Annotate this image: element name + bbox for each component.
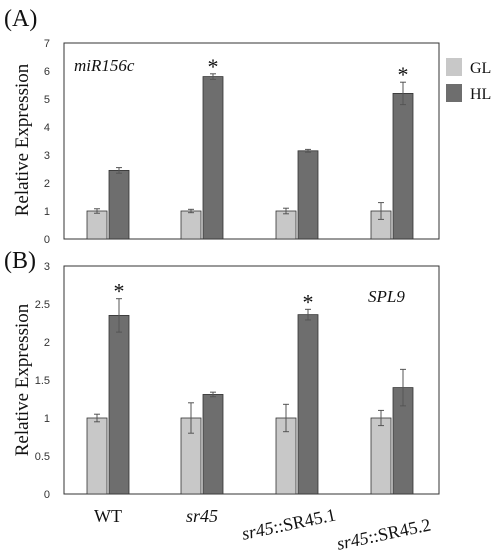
legend-label-gl: GL [470, 60, 491, 77]
panel-a-bar-hl [202, 76, 224, 240]
panel-b-bar-hl [202, 394, 224, 495]
category-label: sr45::SR45.1 [240, 504, 338, 543]
panel-a-ytick-label: 1 [44, 206, 50, 218]
panel-a-significance-star: * [398, 62, 409, 87]
panel-b-ytick-label: 2.5 [35, 299, 50, 311]
panel-b-bar-hl [297, 314, 319, 495]
panel-b-ytick-label: 2 [44, 337, 50, 349]
legend-label-hl: HL [470, 86, 491, 103]
panel-a-ytick-label: 7 [44, 38, 50, 50]
panel-a-bar-hl [392, 93, 414, 240]
panel-a-marks: 0 1 2 3 4 5 6 7 * * [44, 38, 414, 246]
category-label: WT [94, 506, 122, 526]
panel-a-ytick-label: 4 [44, 122, 50, 134]
panel-a-significance-star: * [208, 54, 219, 79]
panel-a-gene-label: miR156c [74, 56, 135, 75]
panel-b-label: (B) [4, 248, 36, 274]
panel-a-bar-gl [86, 210, 108, 240]
legend-swatch-gl [446, 58, 462, 76]
category-label: sr45::SR45.2 [335, 514, 433, 550]
panel-a-bar-gl [275, 210, 297, 240]
category-label: sr45 [186, 506, 218, 526]
panel-b-ytick-label: 1 [44, 413, 50, 425]
panel-b-ytick-label: 0.5 [35, 451, 50, 463]
panel-b-gene-label: SPL9 [368, 287, 405, 306]
panel-b-significance-star: * [303, 289, 314, 314]
panel-b-frame [63, 265, 440, 495]
panel-a-bar-hl [297, 150, 319, 240]
panel-a-ylabel: Relative Expression [12, 63, 33, 216]
panel-b-ytick-label: 3 [44, 261, 50, 273]
legend-swatch-hl [446, 84, 462, 102]
panel-b-ytick-label: 1.5 [35, 375, 50, 387]
panel-a-label: (A) [4, 6, 37, 32]
panel-a-ytick-label: 5 [44, 94, 50, 106]
panel-b-ylabel: Relative Expression [12, 303, 33, 456]
panel-b-bar-gl [86, 417, 108, 495]
panel-a-bar-gl [180, 210, 202, 240]
panel-b-significance-star: * [114, 279, 125, 304]
panel-a-ytick-label: 3 [44, 150, 50, 162]
panel-b-ytick-label: 0 [44, 489, 50, 501]
panel-b-bar-gl [370, 417, 392, 495]
panel-a-bar-hl [108, 169, 130, 240]
panel-b-marks: 0 0.5 1 1.5 2 2.5 3* *WT sr45 sr45::SR45.1sr45::S… [35, 261, 433, 550]
panel-a-ytick-label: 2 [44, 178, 50, 190]
panel-a-ytick-label: 6 [44, 66, 50, 78]
panel-b-bar-hl [108, 314, 130, 495]
panel-a-ytick-label: 0 [44, 234, 50, 246]
panel-a-frame [63, 42, 440, 240]
